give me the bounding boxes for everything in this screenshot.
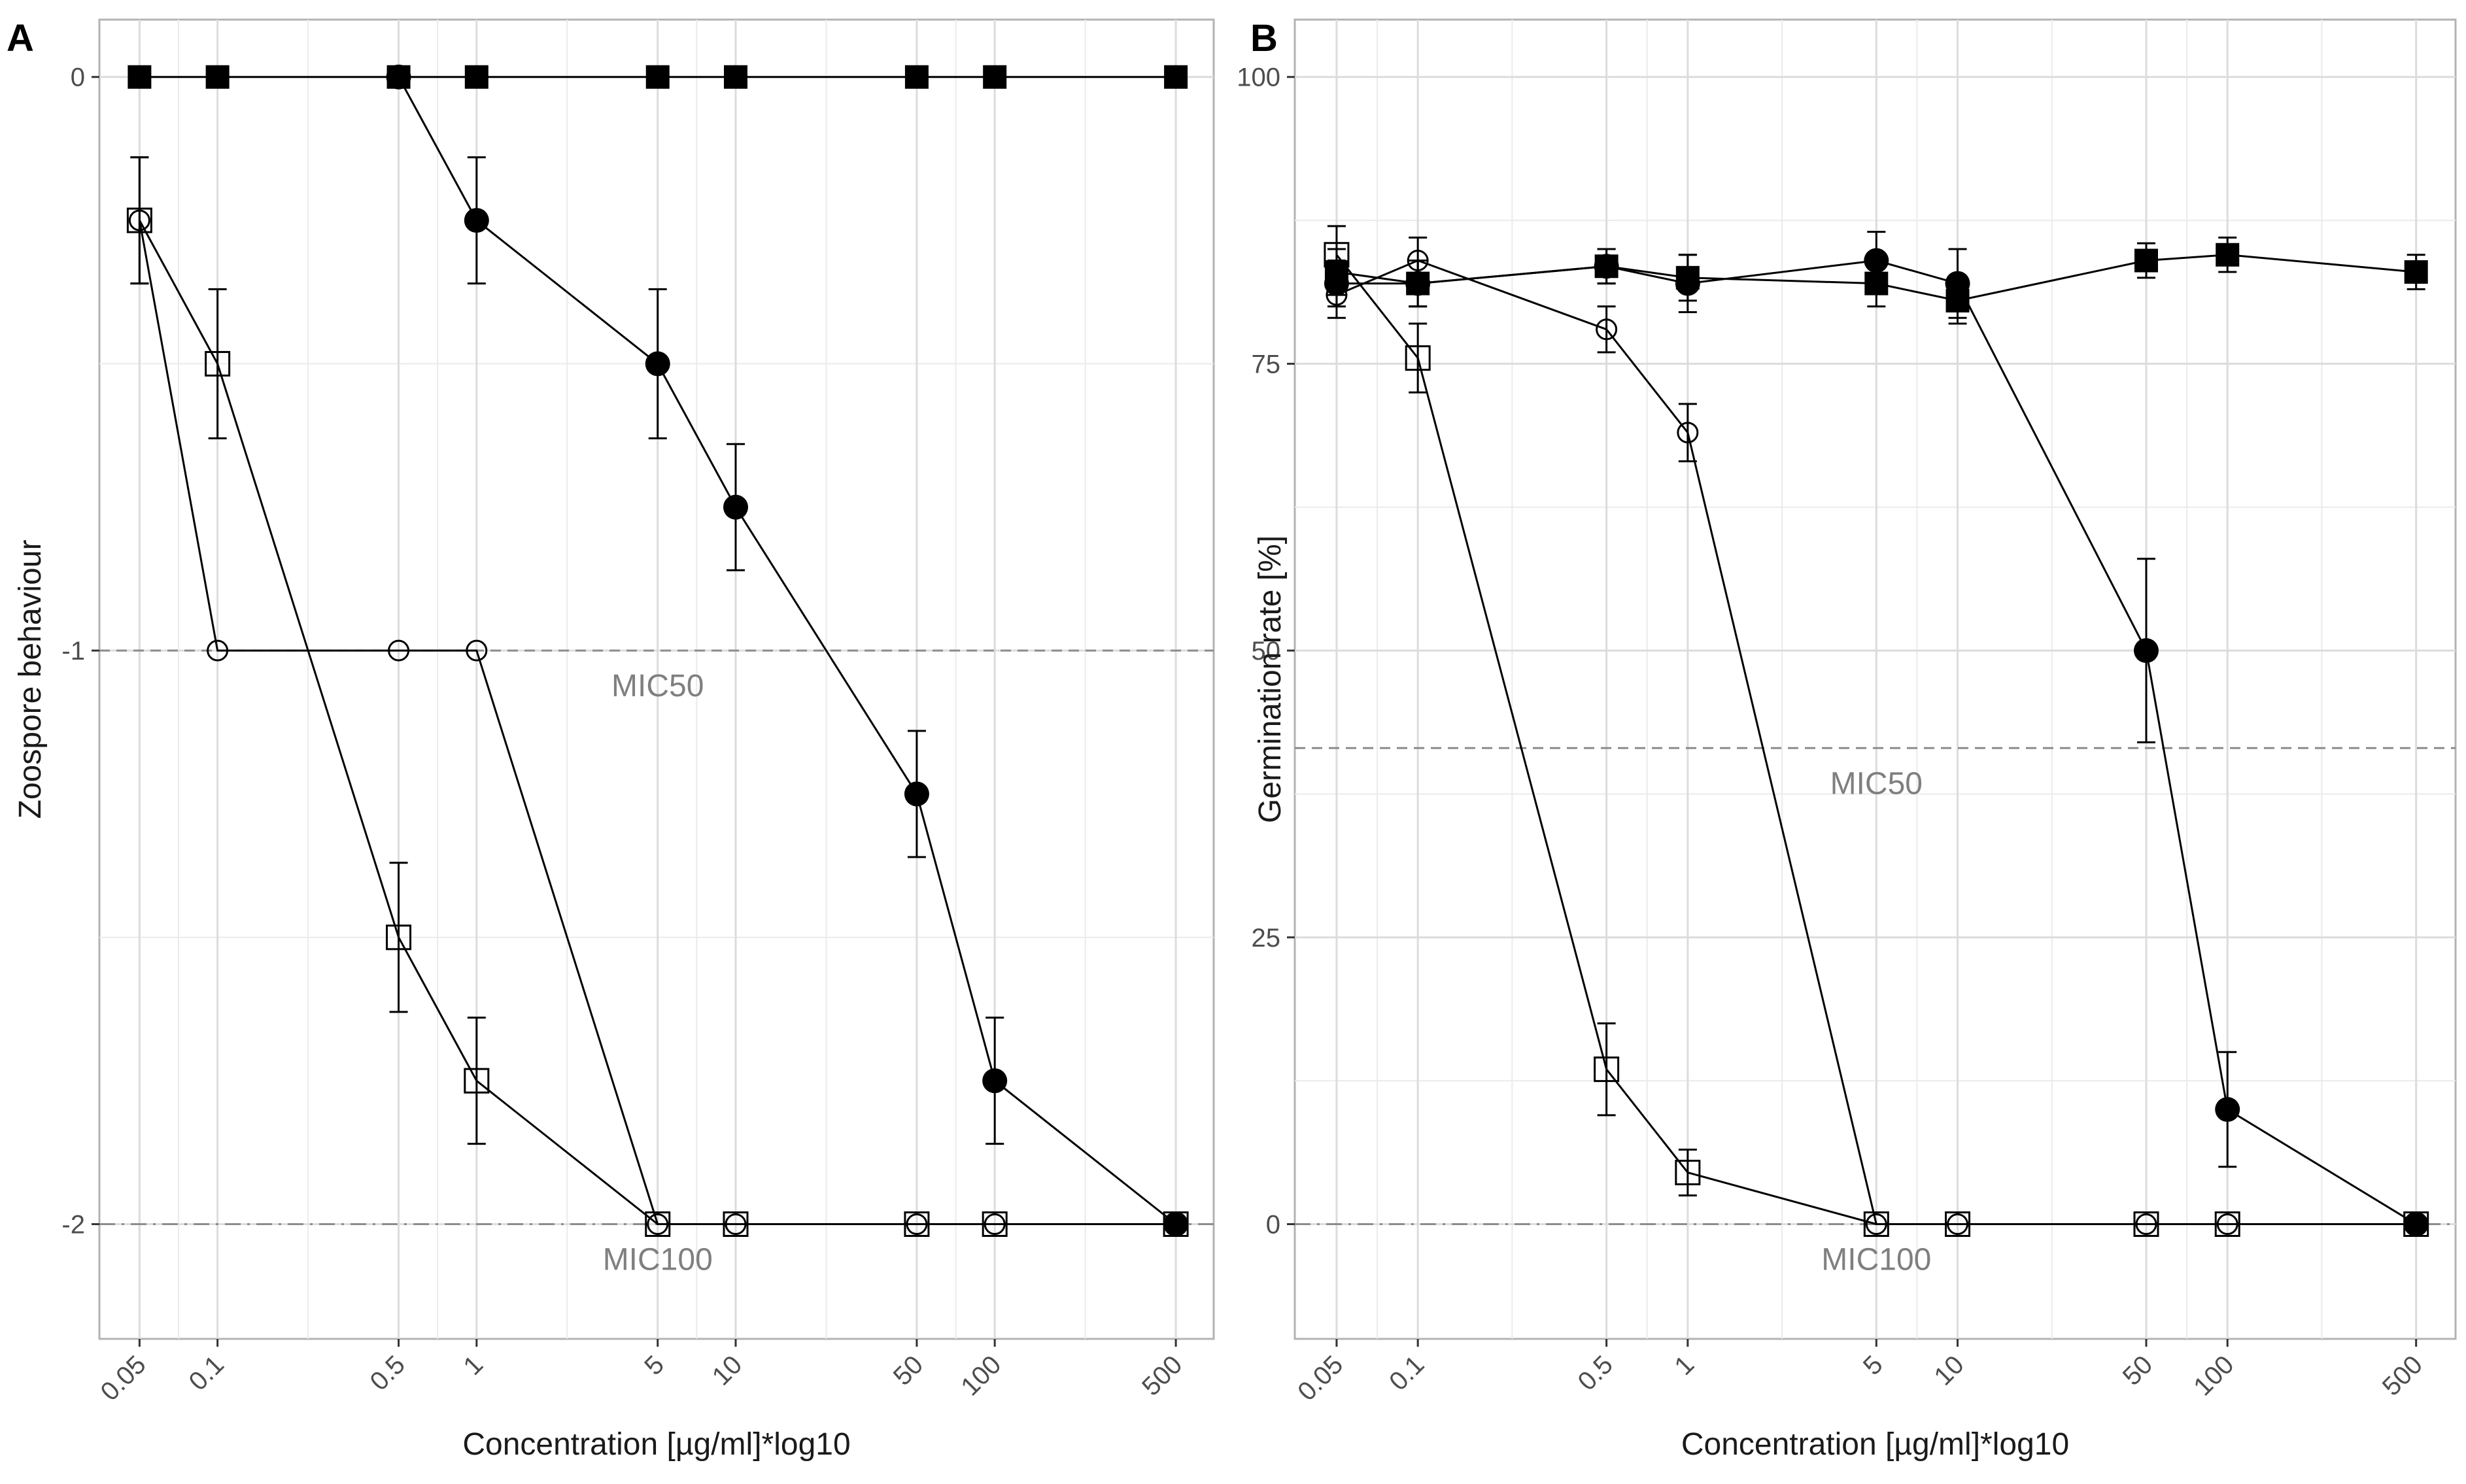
data-point (724, 65, 748, 89)
data-point (126, 207, 152, 233)
x-tick-label: 10 (1928, 1350, 1970, 1391)
panel-a: 0.05 0.1 0.5 1 5 10 50 100 500 0 -1 -2 MIC50 MIC100 Co… (7, 17, 1215, 1462)
data-point (982, 1068, 1008, 1094)
data-point (1324, 242, 1350, 268)
data-point (1163, 1211, 1189, 1238)
data-point (466, 639, 488, 662)
plot-panel-border (98, 18, 1215, 1340)
x-tick-label: 50 (888, 1350, 929, 1391)
data-point (2133, 1211, 2159, 1238)
reference-label-mic100: MIC100 (603, 1243, 713, 1277)
data-point (2134, 638, 2159, 664)
data-point (1945, 271, 1970, 296)
data-point (983, 65, 1007, 89)
data-point (2214, 1211, 2240, 1238)
data-point (388, 639, 410, 662)
data-point (128, 65, 152, 89)
data-point (464, 208, 489, 233)
y-axis-title: Zoospore behaviour (13, 540, 48, 819)
data-point (904, 65, 929, 89)
x-axis-title: Concentration [µg/ml]*log10 (1681, 1427, 2069, 1462)
data-point (1863, 1211, 1889, 1238)
data-point (1677, 422, 1699, 444)
data-point (1164, 65, 1188, 89)
series-line (139, 220, 1176, 1225)
data-point (1407, 250, 1429, 272)
y-tick-label: -2 (61, 1211, 85, 1239)
x-tick-label: 5 (639, 1350, 670, 1381)
plot-panel-border (1293, 18, 2457, 1340)
x-axis-title: Concentration [µg/ml]*log10 (462, 1427, 850, 1462)
data-point (904, 781, 929, 807)
x-tick-label: 0.5 (1573, 1350, 1618, 1396)
reference-label-mic100: MIC100 (1821, 1243, 1931, 1277)
data-point (723, 494, 749, 520)
y-tick-label: 50 (1252, 637, 1281, 666)
data-point (1405, 345, 1431, 371)
data-point (723, 1211, 749, 1238)
data-point (464, 65, 488, 89)
data-point (2403, 1211, 2429, 1238)
y-tick-label: -1 (61, 637, 85, 666)
x-tick-label: 0.05 (95, 1350, 152, 1406)
data-point (982, 1211, 1008, 1238)
data-point (645, 1211, 671, 1238)
series-4 (1324, 225, 2429, 1238)
data-point (207, 639, 229, 662)
x-tick-label: 1 (458, 1350, 488, 1381)
data-point (1596, 318, 1618, 341)
data-point (645, 351, 670, 377)
data-point (1594, 254, 1619, 279)
x-tick-label: 100 (2188, 1350, 2239, 1401)
data-point (2216, 243, 2240, 267)
x-tick-label: 0.5 (364, 1350, 410, 1396)
x-tick-label: 0.1 (184, 1350, 230, 1396)
data-point (1945, 1211, 1971, 1238)
data-point (205, 350, 231, 377)
series-2 (386, 64, 1189, 1237)
x-tick-label: 500 (1137, 1350, 1188, 1401)
x-tick-label: 50 (2117, 1350, 2159, 1391)
data-point (1675, 1160, 1701, 1186)
x-tick-label: 0.05 (1292, 1350, 1348, 1406)
x-tick-label: 1 (1669, 1350, 1700, 1381)
panel-b: 0.05 0.1 0.5 1 5 10 50 100 500 0 25 50 75 100 MIC50 MIC… (1237, 17, 2457, 1462)
x-tick-label: 10 (707, 1350, 748, 1391)
data-point (386, 64, 411, 90)
data-point (1163, 1211, 1189, 1237)
x-tick-label: 100 (955, 1350, 1006, 1401)
data-point (2215, 1097, 2240, 1122)
y-tick-label: 0 (71, 63, 85, 92)
data-point (2404, 260, 2428, 284)
data-point (1675, 271, 1700, 296)
series-line (1335, 254, 2416, 1225)
data-point (2134, 248, 2159, 273)
y-tick-label: 0 (1266, 1211, 1280, 1239)
data-point (904, 1211, 930, 1238)
x-tick-label: 0.1 (1384, 1350, 1430, 1396)
y-tick-label: 75 (1252, 350, 1281, 379)
data-point (205, 65, 230, 89)
data-point (1594, 1056, 1620, 1083)
series-4 (126, 156, 1189, 1238)
data-point (645, 65, 670, 89)
x-tick-label: 500 (2377, 1350, 2428, 1401)
panel-letter: A (7, 17, 34, 59)
data-point (386, 924, 412, 951)
data-point (464, 1068, 490, 1094)
data-point (1864, 248, 1889, 273)
series-2 (1324, 231, 2429, 1237)
data-point (1326, 284, 1348, 306)
panel-letter: B (1250, 17, 1278, 59)
y-tick-label: 100 (1237, 63, 1280, 92)
reference-label-mic50: MIC50 (611, 669, 704, 703)
reference-label-mic50: MIC50 (1830, 766, 1923, 801)
x-tick-label: 5 (1858, 1350, 1889, 1381)
y-axis-title: Germination rate [%] (1253, 535, 1288, 823)
y-tick-label: 25 (1252, 924, 1281, 953)
